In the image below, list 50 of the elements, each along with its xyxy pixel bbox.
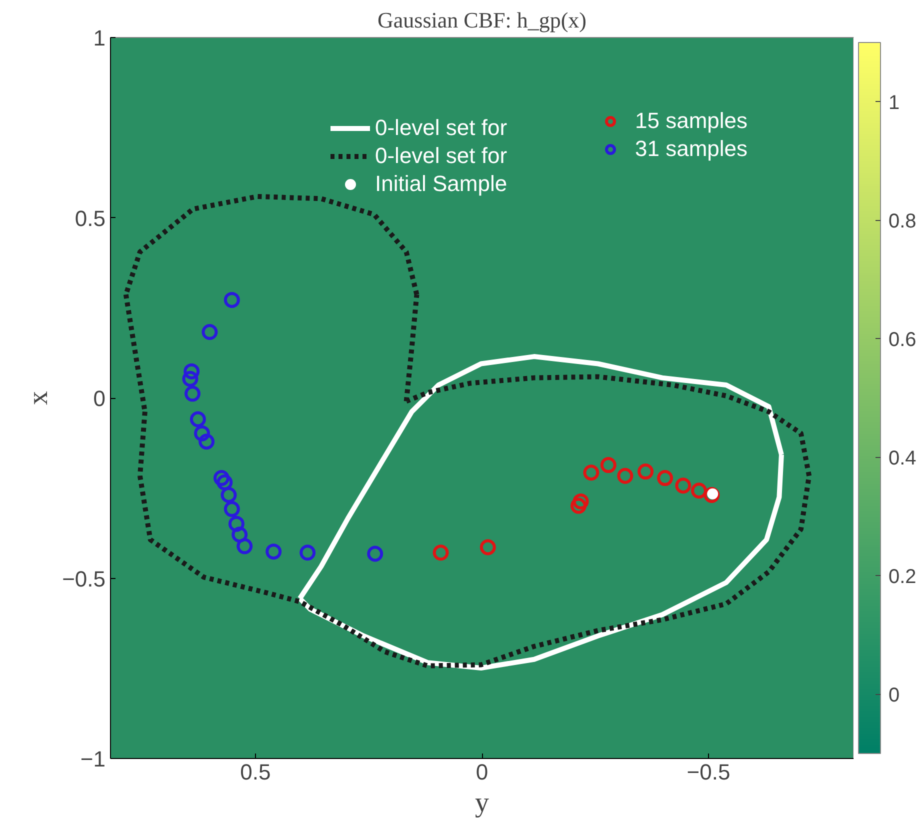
point <box>182 370 198 387</box>
point <box>600 457 616 474</box>
point <box>266 544 282 560</box>
color-bar-label: 0.2 <box>888 566 916 588</box>
point <box>480 539 496 556</box>
x-tick-label: 0 <box>476 760 488 784</box>
point <box>224 501 240 518</box>
color-bar-label: 0.6 <box>888 328 916 351</box>
point <box>691 482 708 499</box>
y-tick-label: 1 <box>93 26 106 50</box>
point <box>236 538 253 554</box>
x-tick-label: −0.5 <box>686 760 730 784</box>
legend-label: 15 samples <box>635 107 748 135</box>
point <box>367 546 384 562</box>
point <box>583 464 600 481</box>
point <box>213 470 230 486</box>
x-axis-title: y <box>475 788 489 818</box>
color-bar-label: 1 <box>888 92 900 114</box>
color-bar-label: 0 <box>888 684 900 706</box>
x-tick-label: 0.5 <box>240 760 271 784</box>
point <box>216 474 233 490</box>
point <box>184 386 200 402</box>
y-tick-label: −1 <box>80 746 106 772</box>
point <box>190 411 206 428</box>
point <box>638 464 654 480</box>
point <box>300 544 316 561</box>
legend-label: Initial Sample <box>375 170 508 198</box>
color-bar-label: 0.8 <box>888 210 916 232</box>
legend-label: 0-level set for <box>375 142 508 170</box>
point <box>184 363 200 380</box>
y-axis-title: x <box>23 391 54 405</box>
point <box>224 292 240 308</box>
point <box>202 324 218 340</box>
y-tick-label: −0.5 <box>62 566 106 592</box>
point <box>228 516 244 532</box>
point <box>198 434 215 450</box>
y-tick-label: 0.5 <box>74 206 106 231</box>
y-tick-label: 0 <box>93 386 106 411</box>
point <box>194 425 210 442</box>
chart-title: Gaussian CBF: h_gp(x) <box>378 8 586 32</box>
point <box>617 468 634 484</box>
point <box>657 470 674 486</box>
point <box>220 486 237 503</box>
color-bar-label: 0.4 <box>888 447 916 470</box>
point <box>704 486 720 503</box>
legend-label: 31 samples <box>635 135 748 163</box>
legend-label: 0-level set for <box>375 114 508 142</box>
point <box>232 526 248 543</box>
point <box>675 478 692 494</box>
point <box>432 544 449 561</box>
